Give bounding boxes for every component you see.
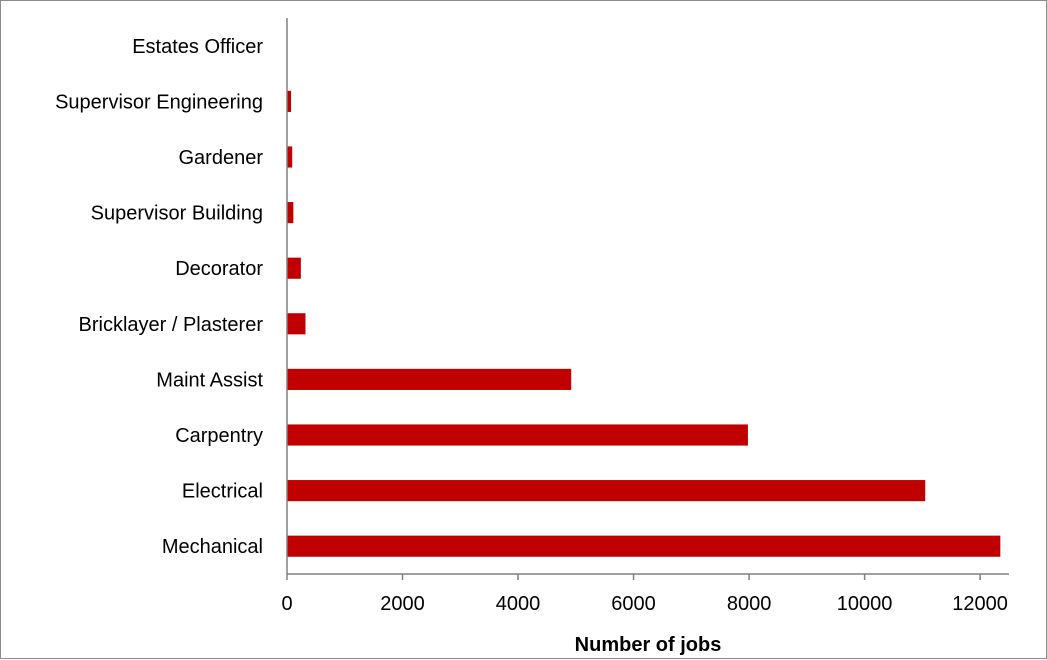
bar-supervisor-building	[287, 202, 294, 224]
bar-bricklayer-plasterer	[287, 313, 306, 335]
category-label: Estates Officer	[132, 36, 263, 58]
x-tick-label: 2000	[380, 593, 425, 615]
x-axis-title: Number of jobs	[575, 634, 722, 656]
x-tick-label: 8000	[727, 593, 772, 615]
bar-mechanical	[287, 535, 1001, 557]
bar-carpentry	[287, 424, 748, 446]
category-label: Mechanical	[162, 536, 263, 558]
bar-gardener	[287, 146, 293, 168]
x-tick-label: 0	[281, 593, 292, 615]
bar-decorator	[287, 257, 301, 279]
bar-supervisor-engineering	[287, 90, 292, 112]
x-tick-label: 4000	[496, 593, 541, 615]
category-label: Bricklayer / Plasterer	[79, 314, 264, 336]
bar-electrical	[287, 480, 926, 502]
x-tick-label: 6000	[611, 593, 656, 615]
x-tick-label: 12000	[952, 593, 1008, 615]
category-label: Supervisor Building	[91, 203, 263, 225]
category-label: Supervisor Engineering	[55, 91, 263, 113]
x-tick-label: 10000	[837, 593, 893, 615]
category-label: Maint Assist	[156, 369, 263, 391]
category-label: Electrical	[182, 481, 263, 503]
category-label: Gardener	[179, 147, 264, 169]
category-label: Decorator	[175, 258, 263, 280]
bar-maint-assist	[287, 368, 572, 390]
category-label: Carpentry	[175, 425, 263, 447]
